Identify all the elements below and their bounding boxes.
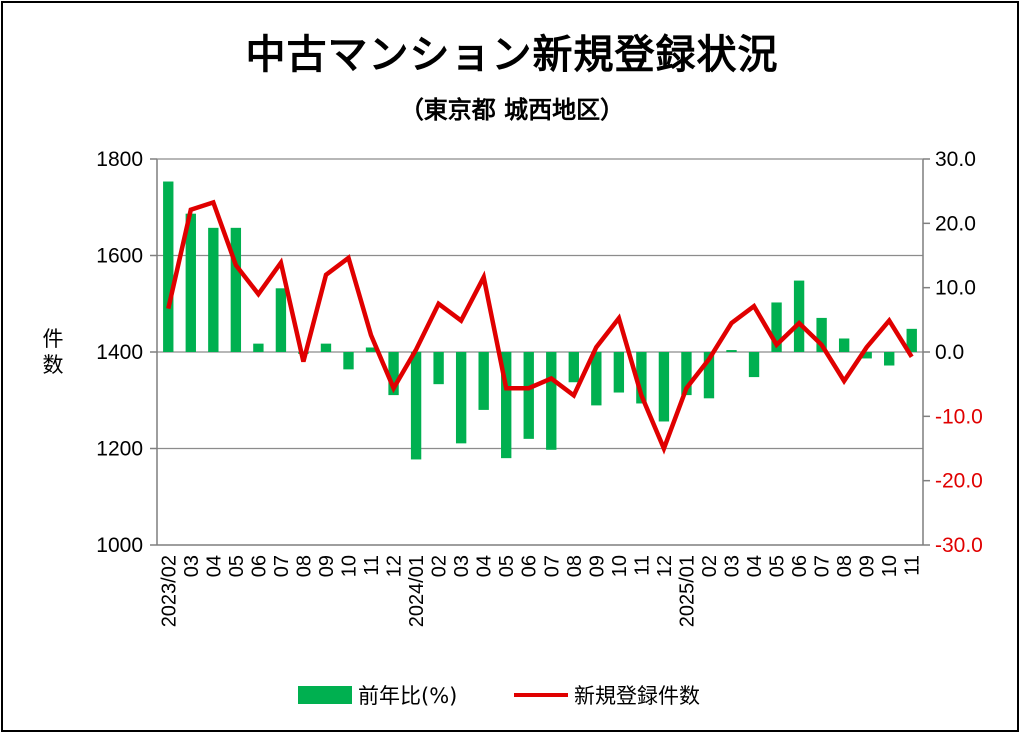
bar (320, 343, 332, 352)
left-axis-ticks: 1800 1600 1400 1200 1000 (96, 148, 157, 557)
bar (568, 352, 579, 383)
x-tick-label: 08 (834, 555, 856, 577)
x-tick-label: 02 (429, 555, 451, 577)
bar (591, 352, 602, 406)
bar-series (163, 181, 917, 460)
bar (523, 352, 534, 439)
x-tick-label: 12 (654, 555, 676, 577)
x-tick-label: 11 (902, 555, 924, 576)
bar (478, 352, 489, 410)
bar (613, 352, 625, 393)
x-tick-label: 03 (722, 555, 744, 577)
x-tick-label: 03 (181, 555, 203, 577)
legend-bar-swatch (298, 686, 352, 704)
y2-tick-label: -10.0 (935, 405, 983, 428)
x-tick-label: 09 (586, 555, 608, 577)
bar (275, 288, 287, 352)
x-tick-label: 12 (384, 555, 406, 577)
bar (703, 352, 715, 399)
y2-tick-label: 30.0 (935, 148, 976, 171)
bar (658, 352, 670, 422)
y-axis-label-char: 数 (43, 353, 64, 377)
y-axis-label-char: 件 (43, 327, 64, 351)
x-tick-label: 05 (226, 555, 248, 577)
legend-bar-label: 前年比(%) (358, 684, 457, 708)
y-tick-label: 1600 (96, 245, 143, 268)
bar (816, 317, 827, 352)
y-tick-label: 1400 (96, 341, 143, 364)
y2-tick-label: 10.0 (935, 277, 976, 300)
bar (163, 181, 174, 352)
x-tick-label: 09 (316, 555, 338, 577)
y2-tick-label: -30.0 (935, 534, 983, 557)
bar (546, 352, 557, 450)
bar (455, 352, 467, 444)
bar (861, 352, 872, 359)
right-axis-ticks: 30.0 20.0 10.0 0.0 -10.0 -20.0 -30.0 (923, 148, 983, 557)
bar (343, 352, 354, 370)
bar (906, 328, 917, 352)
bar (771, 302, 782, 352)
bar (793, 280, 805, 352)
x-tick-label: 10 (879, 555, 901, 577)
x-tick-label: 2023/02 (158, 555, 180, 627)
legend-line-label: 新規登録件数 (574, 684, 700, 708)
bar (726, 350, 737, 352)
bar (501, 352, 512, 459)
x-tick-label: 04 (474, 555, 496, 577)
x-tick-label: 02 (699, 555, 721, 577)
bar (636, 352, 647, 404)
x-tick-label: 05 (767, 555, 789, 577)
y2-tick-label: 0.0 (935, 341, 964, 364)
x-tick-label: 11 (361, 555, 383, 576)
legend: 前年比(%) 新規登録件数 (298, 684, 700, 708)
x-axis-ticks: 2023/02 03 04 05 06 07 08 09 10 11 12 2024/01 02 03 04… (158, 555, 923, 627)
chart-title: 中古マンション新規登録状況 (245, 32, 779, 78)
y-tick-label: 1200 (96, 438, 143, 461)
bar (884, 352, 895, 366)
bar (748, 352, 760, 378)
chart-subtitle: （東京都 城西地区） (399, 96, 625, 124)
line-path (166, 199, 914, 455)
x-tick-label: 10 (339, 555, 361, 577)
bar (838, 338, 850, 352)
gridlines (157, 254, 923, 450)
x-tick-label: 10 (609, 555, 631, 577)
y2-tick-label: -20.0 (935, 470, 983, 493)
bar (433, 352, 444, 385)
x-tick-label: 07 (541, 555, 563, 577)
bar (681, 352, 692, 396)
x-tick-label: 07 (812, 555, 834, 577)
x-tick-label: 04 (744, 555, 766, 577)
x-tick-label: 05 (496, 555, 518, 577)
y2-tick-label: 20.0 (935, 212, 976, 235)
bar (208, 227, 219, 352)
line-series (166, 199, 914, 455)
y-tick-label: 1800 (96, 148, 143, 171)
y-axis-label: 件数 (43, 327, 64, 377)
x-tick-label: 2025/01 (676, 555, 698, 627)
bar (388, 352, 399, 396)
y-tick-label: 1000 (96, 534, 143, 557)
x-tick-label: 08 (564, 555, 586, 577)
x-tick-label: 2024/01 (406, 555, 428, 627)
x-tick-label: 07 (271, 555, 293, 577)
x-tick-label: 09 (857, 555, 879, 577)
bar (253, 343, 264, 352)
x-tick-label: 04 (203, 555, 225, 577)
bar (365, 347, 377, 352)
x-tick-label: 06 (248, 555, 270, 577)
x-tick-label: 03 (451, 555, 473, 577)
x-tick-label: 06 (519, 555, 541, 577)
bar (230, 227, 242, 352)
bar (410, 352, 422, 460)
x-tick-label: 08 (293, 555, 315, 577)
x-tick-label: 06 (789, 555, 811, 577)
bar (185, 213, 196, 352)
x-tick-label: 11 (631, 555, 653, 576)
